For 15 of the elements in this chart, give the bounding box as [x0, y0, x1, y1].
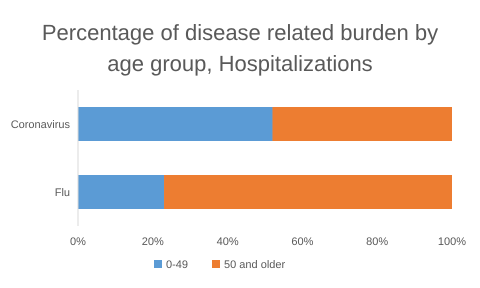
- x-tick-label: 20%: [142, 236, 164, 248]
- x-tick-label: 60%: [291, 236, 314, 248]
- bar: [78, 175, 164, 209]
- x-tick-label: 80%: [366, 236, 388, 248]
- x-tick-label: 0%: [70, 236, 86, 248]
- legend-label: 0-49: [166, 259, 188, 271]
- bar: [78, 107, 272, 141]
- y-tick-label: Coronavirus: [10, 118, 70, 131]
- chart-title: Percentage of disease related burden by age group, Hospitalizations: [42, 20, 438, 76]
- bar: [272, 107, 452, 141]
- x-tick-label: 40%: [216, 236, 239, 248]
- x-tick-label: 100%: [438, 236, 466, 248]
- bar: [164, 175, 452, 209]
- legend-label: 50 and older: [224, 259, 286, 271]
- y-tick-label: Flu: [54, 186, 70, 199]
